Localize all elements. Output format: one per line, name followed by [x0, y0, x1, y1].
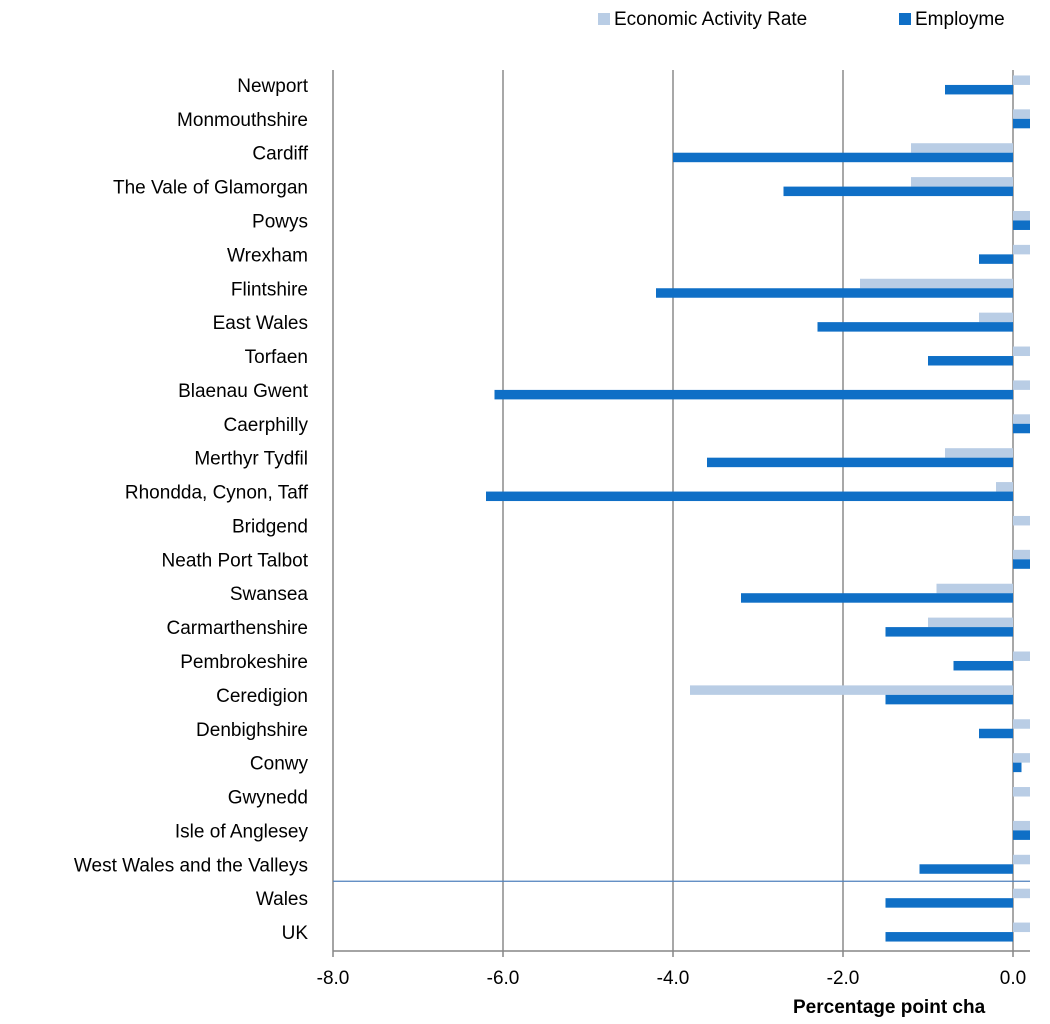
bar: [1013, 380, 1030, 390]
bar: [885, 627, 1013, 637]
bar: [1013, 75, 1030, 85]
x-tick-label: -2.0: [827, 968, 860, 989]
bar: [1013, 820, 1030, 831]
bar: [928, 356, 1013, 366]
bar: [656, 288, 1013, 298]
y-tick-label: Wrexham: [227, 245, 308, 266]
bar: [945, 448, 1013, 458]
y-tick-label: Isle of Anglesey: [175, 821, 309, 842]
bar: [911, 177, 1013, 187]
bar: [1013, 515, 1030, 526]
y-tick-label: Merthyr Tydfil: [194, 449, 308, 470]
bar: [1013, 753, 1030, 763]
bar: [1013, 854, 1030, 865]
bar: [945, 84, 1013, 95]
bar: [673, 152, 1013, 163]
bar: [1013, 762, 1022, 773]
y-tick-label: Carmarthenshire: [167, 618, 309, 639]
bar: [1013, 423, 1030, 434]
bar: [1013, 210, 1030, 221]
bar: [741, 593, 1013, 603]
bar: [936, 583, 1013, 594]
y-tick-label: UK: [282, 923, 309, 944]
y-tick-label: Rhondda, Cynon, Taff: [125, 483, 309, 504]
x-axis-title: Percentage point cha: [793, 997, 986, 1018]
bar: [1013, 244, 1030, 255]
bar: [486, 491, 1013, 502]
bar: [1013, 118, 1030, 129]
y-tick-label: Torfaen: [245, 347, 308, 368]
bar: [1013, 346, 1030, 357]
legend-label: Employme: [915, 9, 1005, 30]
bar: [885, 898, 1013, 908]
legend-label: Economic Activity Rate: [614, 9, 807, 30]
bar: [1013, 414, 1030, 424]
y-tick-label: Bridgend: [232, 516, 308, 537]
y-tick-label: Gwynedd: [228, 788, 308, 809]
bar: [928, 617, 1013, 628]
y-tick-label: Wales: [256, 889, 308, 910]
bar: [783, 186, 1013, 197]
y-tick-label: Pembrokeshire: [180, 652, 308, 673]
x-tick-label: -4.0: [657, 968, 690, 989]
y-tick-label: Caerphilly: [224, 415, 309, 436]
bar: [1013, 109, 1030, 119]
bar: [919, 864, 1013, 874]
bar: [1013, 719, 1030, 729]
bar: [1013, 220, 1030, 230]
bar: [860, 278, 1013, 289]
y-tick-label: Monmouthshire: [177, 110, 308, 131]
bar: [979, 728, 1013, 739]
y-tick-label: Neath Port Talbot: [162, 550, 309, 571]
bar: [690, 685, 1013, 695]
y-tick-label: East Wales: [213, 313, 308, 334]
bar: [911, 143, 1013, 153]
bar: [1013, 830, 1030, 840]
legend-swatch: [899, 13, 911, 25]
bar: [1013, 888, 1030, 899]
bar: [1013, 549, 1030, 560]
y-tick-label: Swansea: [230, 584, 309, 605]
bar: [885, 932, 1013, 942]
y-tick-label: Denbighshire: [196, 720, 308, 741]
bar: [979, 254, 1013, 264]
bar: [1013, 559, 1030, 569]
y-tick-label: Conwy: [250, 754, 309, 775]
x-tick-label: 0.0: [1000, 968, 1026, 989]
y-tick-label: Powys: [252, 211, 308, 232]
bar: [996, 482, 1013, 492]
bar: [885, 694, 1013, 705]
y-tick-label: Cardiff: [252, 144, 308, 165]
bar: [817, 322, 1013, 332]
y-tick-label: The Vale of Glamorgan: [113, 178, 308, 199]
y-tick-label: Ceredigion: [216, 686, 308, 707]
x-tick-label: -8.0: [317, 968, 350, 989]
y-tick-label: Blaenau Gwent: [178, 381, 309, 402]
legend-swatch: [598, 13, 610, 25]
bar: [1013, 787, 1030, 797]
bar: [979, 312, 1013, 323]
bar: [953, 660, 1013, 671]
bar: [494, 389, 1013, 400]
x-tick-label: -6.0: [487, 968, 520, 989]
bar: [1013, 922, 1030, 933]
y-tick-label: West Wales and the Valleys: [74, 855, 308, 876]
bar: [707, 457, 1013, 468]
y-tick-label: Flintshire: [231, 279, 308, 300]
bar: [1013, 651, 1030, 661]
y-tick-label: Newport: [237, 76, 308, 97]
